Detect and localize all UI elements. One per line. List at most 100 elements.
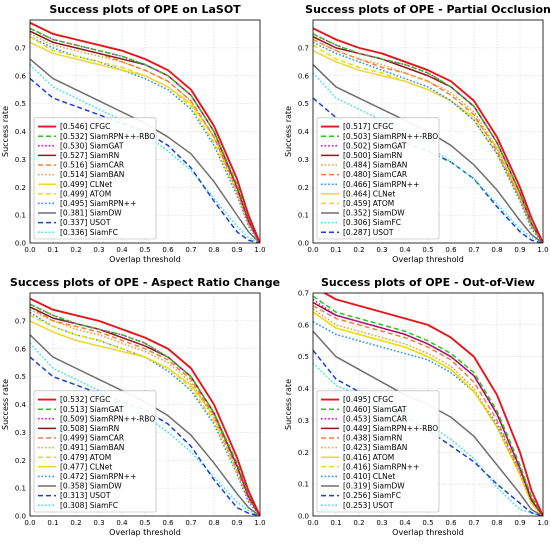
series-line-3 (30, 303, 260, 516)
y-tick-label: 0.7 (15, 317, 26, 325)
legend-entry: [0.532] CFGC (60, 395, 110, 404)
y-tick-label: 0.4 (15, 401, 27, 409)
x-tick-label: 0.9 (231, 246, 242, 254)
legend-entry: [0.459] ATOM (343, 199, 394, 208)
legend-entry: [0.472] SiamRPN++ (60, 472, 136, 481)
series-line-9 (30, 36, 260, 243)
legend-entry: [0.423] SiamBAN (343, 443, 407, 452)
series-line-8 (313, 49, 543, 243)
x-tick-label: 0.5 (139, 246, 150, 254)
y-tick-label: 0.3 (15, 429, 26, 437)
x-tick-label: 0.0 (24, 246, 35, 254)
series-line-10 (313, 64, 543, 243)
legend-entry: [0.530] SiamGAT (60, 141, 124, 150)
y-tick-label: 0.5 (298, 353, 309, 361)
series-line-5 (30, 30, 260, 243)
legend-box (316, 117, 440, 240)
legend-entry: [0.453] SiamCAR (343, 414, 407, 423)
legend-entry: [0.532] SiamRPN++-RBO (60, 132, 155, 141)
y-axis-label: Success rate (1, 106, 10, 157)
x-tick-label: 0.1 (330, 519, 341, 527)
y-tick-label: 0.2 (15, 457, 26, 465)
legend-entry: [0.500] SiamRN (343, 151, 402, 160)
series-line-2 (313, 33, 543, 243)
x-tick-label: 0.7 (185, 246, 196, 254)
x-tick-label: 0.7 (185, 519, 196, 527)
x-tick-label: 0.2 (353, 246, 364, 254)
y-tick-label: 0.0 (15, 240, 26, 248)
y-tick-label: 0.7 (298, 290, 309, 298)
legend-entry: [0.466] SiamRPN++ (343, 180, 419, 189)
legend-entry: [0.352] SiamDW (343, 209, 405, 218)
legend: [0.532] CFGC[0.513] SiamGAT[0.509] SiamR… (33, 390, 157, 513)
chart-panel-2: Success plots of OPE - Partial Occlusion… (284, 3, 550, 264)
legend-entry: [0.503] SiamRPN++-RBO (343, 132, 438, 141)
series-lines (30, 297, 260, 516)
series-lines (313, 293, 543, 516)
series-lines (30, 21, 260, 243)
legend-entry: [0.516] SiamCAR (60, 161, 124, 170)
plot-frame (29, 292, 261, 517)
chart-panel-3: Success plots of OPE - Aspect Ratio Chan… (1, 276, 280, 537)
y-tick-label: 0.1 (298, 481, 309, 489)
legend-entry: [0.513] SiamGAT (60, 405, 124, 414)
series-line-11 (30, 77, 260, 243)
y-tick-label: 0.4 (15, 128, 27, 136)
series-line-5 (313, 38, 543, 243)
x-tick-label: 0.3 (93, 246, 104, 254)
x-tick-label: 0.0 (307, 519, 318, 527)
legend-entry: [0.253] USOT (343, 501, 394, 510)
series-line-12 (30, 342, 260, 516)
x-tick-label: 0.3 (376, 519, 387, 527)
legend-entry: [0.477] CLNet (60, 462, 112, 471)
legend-entry: [0.416] ATOM (343, 453, 394, 462)
chart-panel-1: Success plots of OPE on LaSOT 0.0 0.1 0.2 0.… (1, 3, 266, 264)
legend-entry: [0.499] ATOM (60, 189, 111, 198)
legend: [0.546] CFGC[0.532] SiamRPN++-RBO[0.530]… (33, 117, 157, 240)
y-tick-label: 0.4 (298, 385, 310, 393)
y-axis-label: Success rate (1, 379, 10, 430)
y-tick-label: 0.2 (298, 184, 309, 192)
x-tick-label: 0.7 (468, 246, 479, 254)
legend-entry: [0.306] SiamFC (343, 218, 401, 227)
x-tick-label: 0.6 (162, 519, 174, 527)
legend-entry: [0.381] SiamDW (60, 209, 122, 218)
x-tick-label: 0.2 (353, 519, 364, 527)
y-tick-label: 0.2 (15, 184, 26, 192)
x-axis-label: Overlap threshold (109, 528, 181, 537)
series-line-1 (313, 27, 543, 243)
chart-title: Success plots of OPE - Out-of-View (321, 276, 535, 289)
x-tick-label: 0.1 (330, 246, 341, 254)
legend-entry: [0.499] SiamCAR (60, 434, 124, 443)
y-tick-label: 0.4 (298, 128, 310, 136)
legend-entry: [0.449] SiamRPN++-RBO (343, 424, 438, 433)
series-line-2 (313, 295, 543, 516)
x-tick-label: 0.8 (491, 246, 502, 254)
y-tick-label: 0.5 (15, 373, 26, 381)
legend-entry: [0.460] SiamGAT (343, 405, 407, 414)
legend-entry: [0.313] USOT (60, 491, 111, 500)
y-axis-label: Success rate (284, 379, 293, 430)
x-tick-label: 0.4 (116, 246, 128, 254)
legend-entry: [0.287] USOT (343, 228, 394, 237)
x-tick-label: 0.5 (422, 246, 433, 254)
series-line-11 (30, 356, 260, 516)
legend-entry: [0.336] SiamFC (60, 228, 118, 237)
legend-entry: [0.358] SiamDW (60, 482, 122, 491)
legend-entry: [0.438] SiamRN (343, 434, 402, 443)
legend-entry: [0.527] SiamRN (60, 151, 119, 160)
x-tick-label: 0.9 (514, 519, 525, 527)
y-tick-label: 0.1 (15, 485, 26, 493)
legend-entry: [0.514] SiamBAN (60, 170, 124, 179)
legend-entry: [0.508] SiamRN (60, 424, 119, 433)
x-axis-label: Overlap threshold (392, 255, 464, 264)
x-tick-label: 1.0 (254, 246, 265, 254)
y-tick-label: 0.7 (298, 44, 309, 52)
legend-box (33, 390, 157, 513)
x-tick-label: 0.1 (47, 246, 58, 254)
y-tick-label: 0.7 (15, 44, 26, 52)
y-tick-label: 0.1 (298, 212, 309, 220)
x-tick-label: 0.2 (70, 246, 81, 254)
legend-entry: [0.509] SiamRPN++-RBO (60, 414, 155, 423)
